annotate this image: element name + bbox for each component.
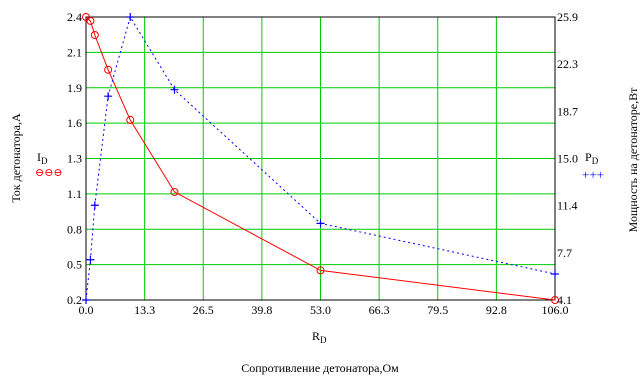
y-right-tick-label: 22.3 bbox=[557, 57, 578, 71]
y-right-tick-label: 25.9 bbox=[557, 10, 578, 24]
legend-right-main: P bbox=[585, 150, 592, 164]
data-point-P_D bbox=[86, 255, 95, 264]
y-left-tick-label: 2.4 bbox=[67, 10, 82, 24]
data-point-P_D bbox=[126, 13, 135, 21]
x-axis-label-sub: D bbox=[320, 335, 327, 345]
series-line-I_D bbox=[85, 16, 556, 301]
legend-left-sub: D bbox=[41, 156, 48, 166]
legend-right-sub: D bbox=[592, 156, 599, 166]
data-point-P_D bbox=[551, 270, 559, 279]
series-line-P_D bbox=[85, 15, 556, 301]
series-layer bbox=[82, 13, 559, 304]
data-point-P_D bbox=[316, 219, 325, 228]
y-left-tick-label: 0.2 bbox=[67, 293, 82, 307]
y-right-tick-label: 11.4 bbox=[557, 199, 578, 213]
y-left-tick-label: 2.1 bbox=[67, 45, 82, 59]
y-left-tick-label: 1.9 bbox=[67, 81, 82, 95]
plot-frame bbox=[85, 16, 556, 301]
y-left-tick-label: 0.5 bbox=[67, 258, 82, 272]
data-point-I_D bbox=[316, 266, 325, 275]
x-tick-label: 39.8 bbox=[251, 303, 272, 317]
x-tick-label: 26.5 bbox=[193, 303, 214, 317]
y-right-tick-label: 18.7 bbox=[557, 104, 578, 118]
data-point-I_D bbox=[90, 31, 99, 40]
data-point-P_D bbox=[82, 296, 90, 304]
data-point-P_D bbox=[170, 85, 179, 94]
legend-left-marker: ⊖⊖⊖ bbox=[35, 167, 63, 179]
y-left-axis-label: Ток детонатора,А bbox=[9, 113, 23, 203]
data-point-I_D bbox=[551, 296, 559, 304]
x-axis-label: RD bbox=[312, 329, 327, 345]
data-point-I_D bbox=[104, 65, 113, 74]
legend-right-marker: +++ bbox=[582, 167, 604, 182]
y-right-axis-label: Мощность на детонаторе,Вт bbox=[626, 87, 640, 232]
data-point-I_D bbox=[86, 16, 95, 25]
grid bbox=[86, 17, 555, 300]
y-left-tick-label: 1.3 bbox=[67, 152, 82, 166]
x-tick-label: 66.3 bbox=[369, 303, 390, 317]
data-point-I_D bbox=[170, 187, 179, 196]
y-left-tick-label: 1.1 bbox=[67, 187, 82, 201]
y-left-tick-label: 0.8 bbox=[67, 222, 82, 236]
x-tick-label: 106.0 bbox=[542, 303, 569, 317]
x-tick-label: 0.0 bbox=[79, 303, 94, 317]
y-left-tick-label: 1.6 bbox=[67, 116, 82, 130]
data-point-I_D bbox=[126, 115, 135, 124]
legend-left-main: I bbox=[37, 150, 41, 164]
y-right-tick-label: 15.0 bbox=[557, 152, 578, 166]
x-tick-label: 79.5 bbox=[427, 303, 448, 317]
y-right-tick-label: 7.7 bbox=[557, 246, 572, 260]
y-right-tick-label: 4.1 bbox=[557, 293, 572, 307]
x-tick-label: 92.8 bbox=[486, 303, 507, 317]
legend-right-label: PD bbox=[585, 150, 599, 166]
data-point-P_D bbox=[104, 92, 113, 101]
x-tick-label: 13.3 bbox=[134, 303, 155, 317]
tick-labels: 0.0 13.3 26.5 39.8 53.0 66.3 79.5 92.8 106.0 0.2 0… bbox=[67, 10, 578, 317]
x-tick-label: 53.0 bbox=[310, 303, 331, 317]
bottom-caption: Сопротивление детонатора,Ом bbox=[241, 361, 399, 375]
data-point-P_D bbox=[90, 201, 99, 210]
x-axis-label-main: R bbox=[312, 329, 320, 343]
legend-left-label: ID bbox=[37, 150, 48, 166]
